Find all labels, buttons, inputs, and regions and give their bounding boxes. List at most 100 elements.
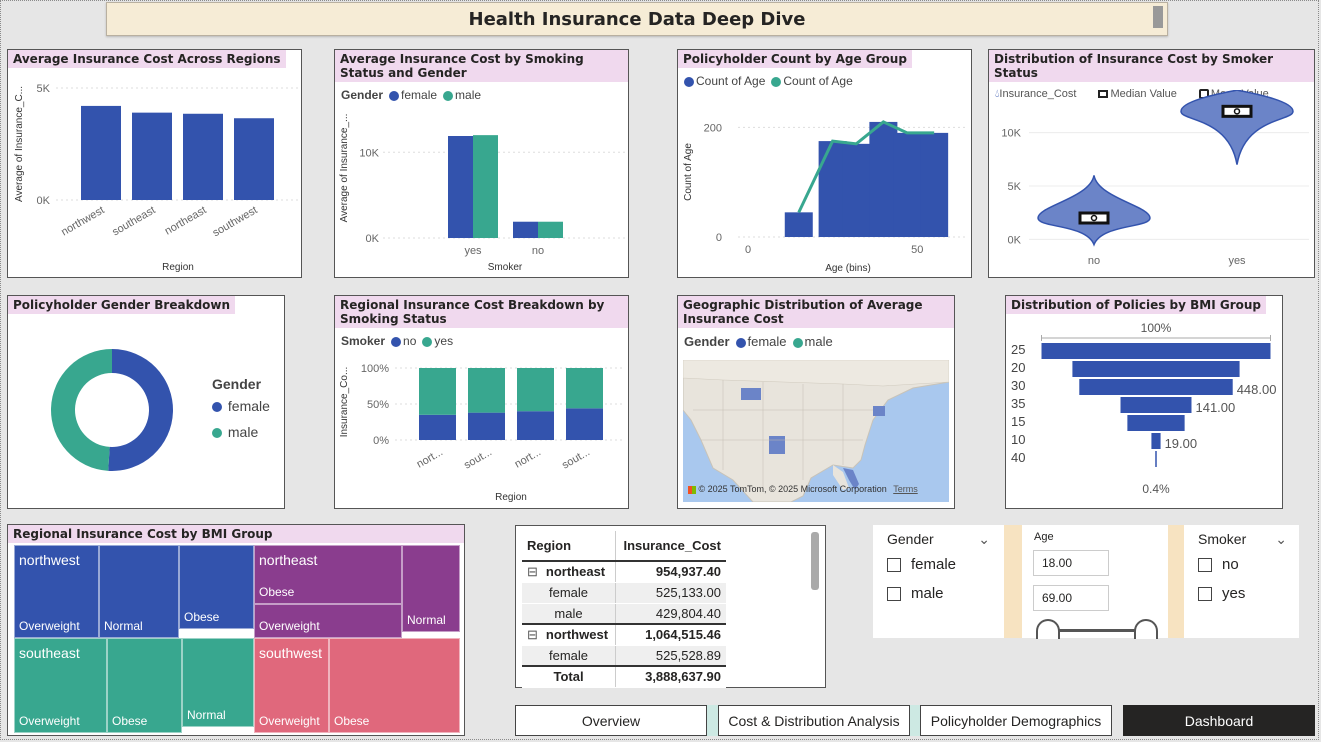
legend-item-male[interactable]: male	[792, 334, 833, 349]
legend-item-female[interactable]: female	[389, 88, 437, 102]
checkbox[interactable]	[887, 558, 901, 573]
matrix-row-label: ⊟ northeast	[522, 561, 617, 583]
report-title-box: Health Insurance Data Deep Dive	[106, 2, 1168, 36]
slicer-option-no[interactable]: no	[1184, 548, 1299, 573]
matrix-child-row[interactable]: male 429,804.40	[522, 603, 726, 625]
y-tick-label: 5K	[37, 83, 51, 95]
age-slider-track[interactable]	[1046, 629, 1146, 632]
x-tick-label: nort...	[513, 446, 543, 470]
legend-dot	[443, 90, 454, 101]
title-scrollbar[interactable]	[1153, 6, 1163, 28]
column-header-region[interactable]: Region	[522, 531, 617, 562]
treemap-cell[interactable]: Normal	[182, 638, 254, 727]
legend-item-male[interactable]: male	[443, 88, 481, 102]
legend-item-median[interactable]: Median Value	[1098, 88, 1177, 101]
y-axis-label: Count of Age	[683, 143, 694, 201]
legend-item-count-line[interactable]: Count of Age	[771, 74, 853, 88]
legend-item-yes[interactable]: yes	[422, 334, 453, 348]
column-header-insurance-cost[interactable]: Insurance_Cost	[615, 531, 726, 562]
y-tick-label: 0	[716, 232, 722, 244]
legend-dot	[771, 76, 782, 87]
matrix-group-row[interactable]: ⊟ northeast 954,937.40	[522, 561, 726, 583]
age-slider-handle-min[interactable]	[1036, 619, 1060, 639]
treemap-cell[interactable]: southeast Overweight	[14, 638, 107, 733]
gender-donut-card[interactable]: Policyholder Gender Breakdown Gender fem…	[7, 295, 285, 509]
age-group-card[interactable]: Policyholder Count by Age Group Count of…	[677, 49, 972, 278]
nav-dashboard-button[interactable]: Dashboard	[1123, 705, 1315, 736]
slicer-option-female[interactable]: female	[873, 548, 1004, 573]
legend-item-no[interactable]: no	[391, 334, 416, 348]
map-card[interactable]: Geographic Distribution of Average Insur…	[677, 295, 955, 509]
region-cost-card[interactable]: Average Insurance Cost Across Regions 5K…	[7, 49, 302, 278]
treemap-cell[interactable]: southwest Overweight	[254, 638, 329, 733]
slicer-option-yes[interactable]: yes	[1184, 573, 1299, 602]
collapse-icon[interactable]: ⊟	[527, 626, 538, 642]
treemap-cell[interactable]: northwest Overweight	[14, 545, 99, 638]
map-region-northwest	[741, 388, 761, 400]
smoker-slicer[interactable]: Smoker ⌄ no yes	[1184, 525, 1299, 638]
smoke-gender-card[interactable]: Average Insurance Cost by Smoking Status…	[334, 49, 629, 278]
donut-slice-male	[51, 349, 112, 471]
legend-item-female[interactable]: female	[212, 398, 270, 414]
x-axis-label: Region	[162, 262, 194, 273]
slicer-option-male[interactable]: male	[873, 573, 1004, 602]
age-slicer[interactable]: Age 18.00 69.00	[1022, 525, 1168, 639]
checkbox[interactable]	[1198, 587, 1212, 602]
age-max-input[interactable]: 69.00	[1033, 585, 1109, 611]
map-copyright: © 2025 TomTom, © 2025 Microsoft Corporat…	[688, 484, 918, 494]
legend: Smoker no yes	[335, 328, 628, 354]
gender-slicer[interactable]: Gender ⌄ female male	[873, 525, 1004, 638]
bar	[893, 132, 922, 237]
treemap-cell[interactable]: Overweight	[254, 604, 402, 638]
treemap-cell[interactable]: Obese	[329, 638, 460, 733]
funnel-bar	[1120, 397, 1192, 413]
collapse-icon[interactable]: ⊟	[527, 563, 538, 579]
age-min-input[interactable]: 18.00	[1033, 550, 1109, 576]
treemap-cell[interactable]: Obese	[179, 545, 254, 629]
chevron-down-icon[interactable]: ⌄	[978, 531, 990, 547]
matrix-group-row[interactable]: ⊟ northwest 1,064,515.46	[522, 624, 726, 646]
violin-card[interactable]: Distribution of Insurance Cost by Smoker…	[988, 49, 1315, 278]
stacked-card[interactable]: Regional Insurance Cost Breakdown by Smo…	[334, 295, 629, 509]
median-box-icon	[1098, 90, 1109, 99]
matrix-child-row[interactable]: female 525,133.00	[522, 582, 726, 604]
matrix-scrollbar[interactable]	[811, 532, 819, 590]
legend-item-female[interactable]: female	[735, 334, 787, 349]
nav-demographics-button[interactable]: Policyholder Demographics	[920, 705, 1112, 736]
legend-item-cost[interactable]: 💧︎Insurance_Cost	[995, 88, 1077, 100]
checkbox[interactable]	[887, 587, 901, 602]
legend-title: Gender	[684, 334, 730, 349]
bar	[869, 121, 898, 237]
page-title: Health Insurance Data Deep Dive	[468, 9, 806, 30]
treemap-cell[interactable]: Normal	[402, 545, 460, 632]
card-title: Regional Insurance Cost Breakdown by Smo…	[335, 296, 628, 328]
region-matrix[interactable]: Region Insurance_Cost ⊟ northeast 954,937.…	[515, 525, 826, 688]
bar-no	[517, 411, 554, 440]
age-group-chart: 200 0 0 50 Age (bins) Count of Age	[683, 120, 968, 274]
terms-link[interactable]: Terms	[893, 484, 918, 494]
legend-item-count[interactable]: Count of Age	[684, 74, 765, 88]
x-axis-label: Region	[495, 492, 527, 503]
funnel-category-label: 35	[1011, 396, 1025, 411]
slicer-title: Gender	[887, 531, 934, 547]
treemap-cell[interactable]: Normal	[99, 545, 179, 638]
matrix-child-row[interactable]: female 525,528.89	[522, 645, 726, 667]
nav-cost-analysis-button[interactable]: Cost & Distribution Analysis	[718, 705, 910, 736]
treemap-cell[interactable]: Obese	[107, 638, 182, 733]
bmi-funnel-card[interactable]: Distribution of Policies by BMI Group 10…	[1005, 295, 1283, 509]
x-tick-label: southwest	[211, 204, 260, 239]
age-slider-handle-max[interactable]	[1134, 619, 1158, 639]
treemap-cell[interactable]: northeast Obese	[254, 545, 402, 604]
bar	[183, 113, 223, 200]
legend-item-male[interactable]: male	[212, 424, 270, 440]
treemap-card[interactable]: Regional Insurance Cost by BMI Group nor…	[7, 524, 465, 736]
checkbox[interactable]	[1198, 558, 1212, 573]
bar	[132, 112, 172, 200]
nav-overview-button[interactable]: Overview	[515, 705, 707, 736]
chevron-down-icon[interactable]: ⌄	[1275, 531, 1287, 547]
violin-shape	[1180, 90, 1294, 165]
region-cost-chart: 5K 0K northwest southeast northeast southwest…	[14, 83, 298, 273]
us-map[interactable]	[683, 360, 949, 502]
legend-dot	[212, 428, 222, 439]
treemap-cell-label: Normal	[187, 708, 226, 722]
